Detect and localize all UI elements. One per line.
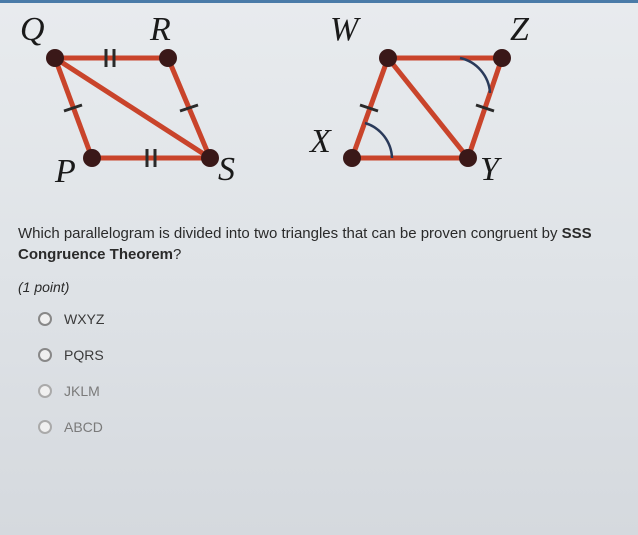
geometry-diagram (0, 3, 638, 223)
label-Z: Z (510, 11, 529, 49)
label-S: S (218, 151, 235, 189)
diagram-area: Q R P S W Z X Y (0, 3, 638, 223)
option-pqrs[interactable]: PQRS (38, 347, 620, 363)
label-W: W (330, 11, 358, 49)
question-card: Q R P S W Z X Y Which parallelogram is d… (0, 0, 638, 535)
question-post: ? (173, 246, 181, 263)
label-R: R (150, 11, 171, 49)
option-label: PQRS (64, 347, 104, 363)
option-label: WXYZ (64, 311, 104, 327)
option-label: ABCD (64, 419, 103, 435)
question-pre: Which parallelogram is divided into two … (18, 225, 562, 242)
radio-icon (38, 420, 52, 434)
label-P: P (55, 153, 76, 191)
label-X: X (310, 123, 331, 161)
option-wxyz[interactable]: WXYZ (38, 311, 620, 327)
points-label: (1 point) (0, 265, 638, 303)
option-jklm[interactable]: JKLM (38, 383, 620, 399)
option-label: JKLM (64, 383, 100, 399)
radio-icon (38, 348, 52, 362)
options-group: WXYZ PQRS JKLM ABCD (0, 303, 638, 435)
label-Y: Y (480, 151, 499, 189)
radio-icon (38, 384, 52, 398)
label-Q: Q (20, 11, 45, 49)
radio-icon (38, 312, 52, 326)
option-abcd[interactable]: ABCD (38, 419, 620, 435)
question-text: Which parallelogram is divided into two … (0, 223, 638, 265)
